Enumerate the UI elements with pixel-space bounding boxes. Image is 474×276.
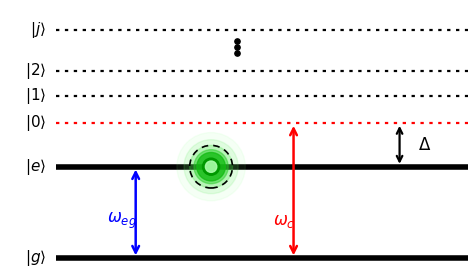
Ellipse shape [197,152,225,181]
Ellipse shape [177,132,246,201]
Text: $|0\rangle$: $|0\rangle$ [25,113,46,133]
Ellipse shape [205,161,217,172]
Text: $|1\rangle$: $|1\rangle$ [25,86,46,106]
Text: $|2\rangle$: $|2\rangle$ [25,61,46,81]
Text: $|g\rangle$: $|g\rangle$ [25,248,46,268]
Ellipse shape [202,158,219,175]
Ellipse shape [184,140,238,194]
Ellipse shape [194,150,228,184]
Text: $|j\rangle$: $|j\rangle$ [30,20,46,40]
Text: $\omega_c$: $\omega_c$ [273,212,295,230]
Ellipse shape [190,145,232,188]
Text: $\Delta$: $\Delta$ [419,136,432,154]
Text: $|e\rangle$: $|e\rangle$ [25,157,46,177]
Text: $\omega_{eg}$: $\omega_{eg}$ [107,211,137,232]
